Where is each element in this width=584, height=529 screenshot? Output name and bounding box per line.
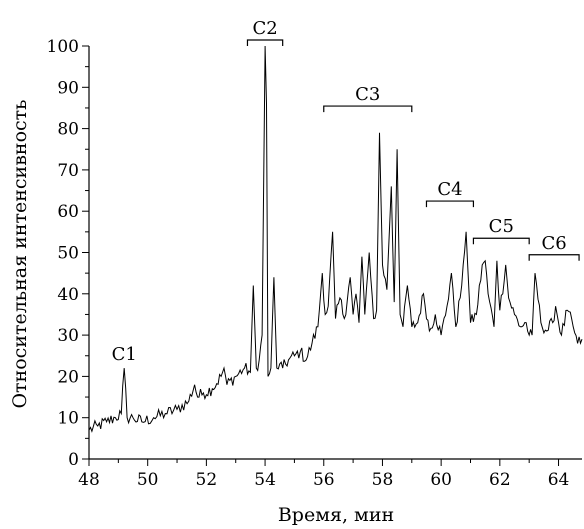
x-tick-label: 56 — [313, 470, 335, 490]
y-tick-label: 70 — [57, 161, 79, 181]
group-bracket — [246, 39, 284, 46]
group-bracket — [528, 254, 580, 261]
group-label: C1 — [112, 344, 137, 365]
group-label: C5 — [489, 216, 514, 237]
y-tick-label: 0 — [68, 450, 79, 470]
x-tick-label: 64 — [548, 470, 570, 490]
group-label: C4 — [437, 179, 462, 200]
y-tick-label: 100 — [47, 37, 79, 57]
x-tick-label: 62 — [489, 470, 511, 490]
group-label: C3 — [355, 84, 380, 105]
x-tick-label: 54 — [254, 470, 276, 490]
y-tick-label: 50 — [57, 244, 79, 264]
group-bracket — [472, 237, 530, 245]
y-tick-label: 20 — [57, 367, 79, 387]
x-tick-label: 60 — [430, 470, 452, 490]
x-tick-label: 52 — [196, 470, 218, 490]
y-tick-label: 40 — [57, 285, 79, 305]
plot-area: 0 10 20 30 40 50 60 70 80 90 100 48 50 52 54 56 58 60 62 64… — [47, 18, 583, 490]
y-tick-label: 60 — [57, 202, 79, 222]
y-axis-title: Относительная интенсивность — [9, 99, 31, 408]
x-tick-label: 48 — [78, 470, 100, 490]
group-label: C6 — [542, 233, 567, 254]
y-tick-label: 10 — [57, 409, 79, 429]
group-bracket — [425, 200, 475, 208]
x-tick-label: 50 — [137, 470, 159, 490]
y-tick-label: 30 — [57, 326, 79, 346]
y-tick-label: 90 — [57, 78, 79, 98]
y-tick-label: 80 — [57, 120, 79, 140]
x-tick-label: 58 — [372, 470, 394, 490]
group-bracket — [323, 105, 413, 113]
series-line — [88, 45, 583, 433]
group-label: C2 — [252, 18, 277, 39]
x-axis-title: Время, мин — [278, 504, 394, 526]
